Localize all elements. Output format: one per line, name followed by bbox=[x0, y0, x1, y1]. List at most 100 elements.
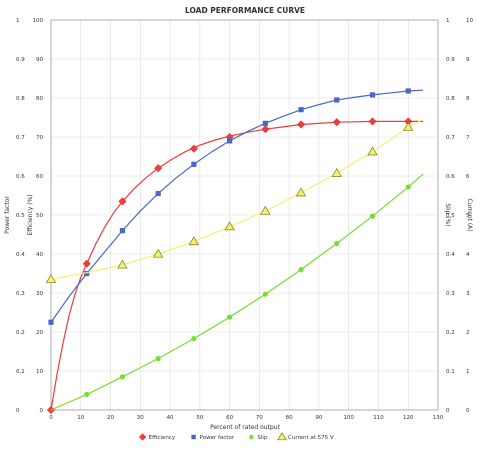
data-point-power-factor bbox=[48, 319, 54, 325]
data-point-slip bbox=[84, 391, 90, 397]
y-tick-label-slip: 0.9 bbox=[446, 57, 455, 63]
data-point-efficiency bbox=[368, 117, 377, 126]
y-tick-label-efficiency: 40 bbox=[36, 252, 43, 258]
legend-marker-current-at-575-v bbox=[277, 432, 287, 441]
grid bbox=[51, 20, 438, 410]
x-tick-label: 20 bbox=[107, 415, 114, 421]
y-tick-label-power-factor: 0.8 bbox=[16, 96, 25, 102]
y-tick-label-efficiency: 10 bbox=[36, 369, 43, 375]
y-axis-label-power-factor: Power factor bbox=[4, 196, 11, 234]
data-point-power-factor bbox=[119, 228, 126, 234]
x-tick-label: 110 bbox=[373, 415, 384, 421]
y-tick-label-slip: 0.7 bbox=[446, 135, 455, 141]
data-point-power-factor bbox=[334, 97, 340, 103]
data-point-slip bbox=[119, 374, 126, 380]
legend-label-slip: Slip bbox=[257, 435, 268, 441]
y-tick-label-power-factor: 0.6 bbox=[16, 174, 25, 180]
series-line-current-at-575-v bbox=[50, 118, 424, 280]
y-tick-label-slip: 1 bbox=[446, 18, 450, 24]
x-axis-label: Percent of rated output bbox=[210, 424, 281, 431]
y-tick-label-efficiency: 100 bbox=[33, 18, 44, 24]
legend-label-power-factor: Power factor bbox=[200, 435, 235, 441]
y-tick-label-efficiency: 70 bbox=[36, 135, 43, 141]
y-tick-label-power-factor: 1 bbox=[16, 18, 20, 24]
x-tick-label: 50 bbox=[196, 415, 203, 421]
x-tick-label: 0 bbox=[49, 415, 53, 421]
x-tick-label: 90 bbox=[315, 415, 322, 421]
data-point-power-factor bbox=[369, 92, 376, 98]
x-tick-label: 80 bbox=[286, 415, 293, 421]
data-point-slip bbox=[298, 267, 304, 273]
y-tick-label-power-factor: 0.4 bbox=[16, 252, 25, 258]
y-tick-label-power-factor: 0.1 bbox=[16, 369, 25, 375]
x-tick-label: 10 bbox=[77, 415, 84, 421]
y-tick-label-efficiency: 30 bbox=[36, 291, 43, 297]
y-tick-label-efficiency: 90 bbox=[36, 57, 43, 63]
series-line-efficiency bbox=[50, 120, 424, 411]
legend-label-current-at-575-v: Current at 575 V bbox=[288, 435, 334, 441]
data-point-efficiency bbox=[189, 144, 198, 153]
data-point-current-at-575-v bbox=[188, 236, 200, 246]
y-tick-label-efficiency: 0 bbox=[40, 408, 44, 414]
data-point-slip bbox=[369, 213, 376, 219]
x-tick-label: 30 bbox=[137, 415, 144, 421]
y-tick-label-current: 5 bbox=[466, 213, 470, 219]
data-point-power-factor bbox=[227, 138, 233, 144]
y-tick-label-slip: 0.5 bbox=[446, 213, 455, 219]
legend-marker-power-factor bbox=[191, 434, 196, 440]
legend-marker-slip bbox=[249, 434, 254, 440]
y-tick-label-power-factor: 0.7 bbox=[16, 135, 25, 141]
data-point-current-at-575-v bbox=[117, 259, 128, 269]
data-point-slip bbox=[262, 291, 268, 297]
data-point-current-at-575-v bbox=[45, 274, 57, 283]
y-tick-label-slip: 0 bbox=[446, 408, 450, 414]
data-point-slip bbox=[155, 355, 161, 362]
y-tick-label-current: 1 bbox=[466, 369, 470, 375]
y-tick-label-efficiency: 20 bbox=[36, 330, 43, 336]
data-point-slip bbox=[334, 240, 340, 247]
y-tick-label-current: 6 bbox=[466, 174, 470, 180]
y-tick-label-slip: 0.1 bbox=[446, 369, 455, 375]
plot-border bbox=[50, 19, 439, 411]
y-tick-label-efficiency: 60 bbox=[36, 174, 43, 180]
y-tick-label-slip: 0.2 bbox=[446, 330, 455, 336]
x-tick-label: 70 bbox=[256, 415, 263, 421]
x-tick-label: 100 bbox=[343, 415, 354, 421]
y-tick-label-power-factor: 0.5 bbox=[16, 213, 25, 219]
data-point-current-at-575-v bbox=[260, 205, 271, 215]
chart-title: LOAD PERFORMANCE CURVE bbox=[185, 6, 305, 15]
y-tick-label-slip: 0.8 bbox=[446, 96, 455, 102]
y-tick-label-current: 2 bbox=[466, 330, 470, 336]
y-tick-label-efficiency: 50 bbox=[36, 213, 43, 219]
data-point-current-at-575-v bbox=[224, 221, 235, 231]
x-tick-label: 60 bbox=[226, 415, 233, 421]
data-point-slip bbox=[227, 314, 233, 320]
data-point-power-factor bbox=[191, 161, 197, 167]
y-tick-label-power-factor: 0.2 bbox=[16, 330, 25, 336]
x-tick-label: 130 bbox=[433, 415, 444, 421]
data-point-power-factor bbox=[262, 120, 268, 126]
y-tick-label-current: 7 bbox=[466, 135, 470, 141]
series bbox=[45, 88, 424, 415]
y-tick-label-efficiency: 80 bbox=[36, 96, 43, 102]
data-point-current-at-575-v bbox=[152, 248, 164, 258]
data-point-efficiency bbox=[118, 197, 127, 206]
legend-marker-efficiency bbox=[138, 433, 147, 441]
y-tick-label-power-factor: 0.9 bbox=[16, 57, 25, 63]
data-point-power-factor bbox=[405, 88, 411, 94]
data-point-slip bbox=[191, 336, 197, 342]
x-tick-label: 40 bbox=[167, 415, 174, 421]
y-tick-label-current: 3 bbox=[466, 291, 470, 297]
data-point-current-at-575-v bbox=[367, 146, 378, 156]
y-tick-label-slip: 0.3 bbox=[446, 291, 455, 297]
y-tick-label-current: 0 bbox=[466, 408, 470, 414]
y-tick-label-current: 8 bbox=[466, 96, 470, 102]
x-tick-label: 120 bbox=[403, 415, 414, 421]
data-point-efficiency bbox=[82, 259, 91, 268]
y-axis-label-efficiency: Efficiency (%) bbox=[27, 194, 34, 235]
y-axis-label-slip: Slip (%) bbox=[444, 203, 451, 226]
data-point-current-at-575-v bbox=[331, 167, 342, 177]
y-tick-label-current: 9 bbox=[466, 57, 470, 63]
